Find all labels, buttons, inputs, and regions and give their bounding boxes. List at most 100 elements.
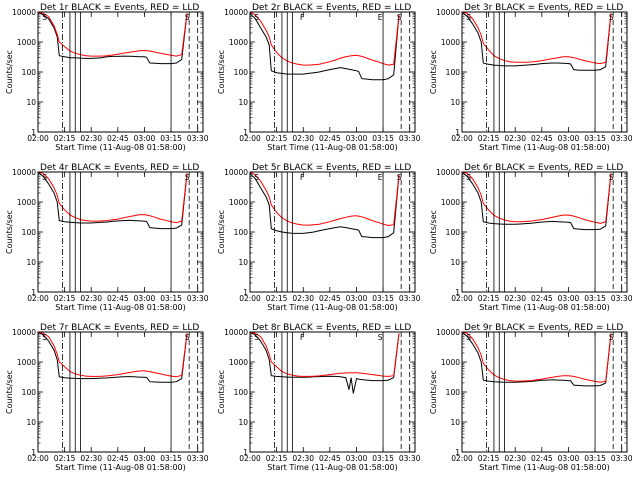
x-tick-label: 03:00: [558, 294, 580, 303]
series-group: [462, 332, 612, 387]
x-tick-label: 02:45: [107, 294, 129, 303]
x-tick-label: 03:15: [372, 134, 394, 143]
x-tick-label: 02:15: [478, 134, 500, 143]
x-tick-label: 02:00: [239, 294, 261, 303]
series-line-events: [462, 12, 612, 71]
y-tick-label: 100: [446, 228, 461, 237]
series-line-lld: [38, 172, 188, 224]
x-tick-label: 03:00: [134, 294, 156, 303]
series-group: [250, 332, 400, 394]
x-axis-label: Start Time (11-Aug-08 01:58:00): [479, 463, 610, 472]
series-group: [250, 172, 400, 239]
y-tick-label: 10000: [224, 328, 248, 337]
x-axis-label: Start Time (11-Aug-08 01:58:00): [55, 143, 186, 152]
x-tick-label: 03:00: [134, 454, 156, 463]
x-axis-label: Start Time (11-Aug-08 01:58:00): [479, 303, 610, 312]
x-tick-label: 02:15: [478, 454, 500, 463]
y-tick-label: 10: [26, 258, 36, 267]
y-tick-label: 100: [22, 388, 37, 397]
flag-marker: S: [466, 173, 471, 182]
x-tick-label: 03:15: [160, 134, 182, 143]
x-tick-label: 02:00: [27, 294, 49, 303]
x-tick-label: 03:00: [346, 134, 368, 143]
flag-marker: S: [609, 173, 614, 182]
x-tick-label: 03:30: [399, 134, 421, 143]
x-tick-label: 02:00: [451, 454, 473, 463]
x-tick-label: 02:15: [54, 454, 76, 463]
x-tick-label: 02:30: [292, 294, 314, 303]
panel-title: Det 8r BLACK = Events, RED = LLD: [252, 323, 411, 333]
x-tick-label: 02:45: [319, 134, 341, 143]
panel-title: Det 4r BLACK = Events, RED = LLD: [40, 163, 199, 173]
y-tick-label: 10: [450, 98, 460, 107]
y-tick-label: 1000: [229, 198, 248, 207]
y-tick-label: 1: [31, 288, 36, 297]
y-axis-label: Counts/sec: [429, 50, 438, 94]
series-line-events: [250, 173, 400, 239]
x-tick-label: 03:15: [372, 294, 394, 303]
y-axis-label: Counts/sec: [5, 370, 14, 414]
y-tick-label: 1000: [441, 198, 460, 207]
y-tick-label: 10: [238, 258, 248, 267]
y-tick-label: 10000: [224, 168, 248, 177]
y-tick-label: 10: [26, 418, 36, 427]
x-tick-label: 03:30: [187, 454, 209, 463]
series-group: [38, 332, 188, 383]
x-tick-label: 02:45: [531, 134, 553, 143]
x-tick-label: 03:15: [160, 294, 182, 303]
x-tick-label: 02:15: [266, 294, 288, 303]
x-tick-label: 02:15: [54, 294, 76, 303]
flag-marker: S: [185, 333, 190, 342]
y-tick-label: 100: [22, 68, 37, 77]
panel-title: Det 6r BLACK = Events, RED = LLD: [464, 163, 623, 173]
series-line-lld: [250, 332, 400, 377]
flag-marker: S: [185, 173, 190, 182]
series-line-lld: [462, 332, 612, 383]
flag-marker: E: [378, 173, 383, 182]
series-line-events: [462, 172, 612, 231]
series-line-events: [38, 172, 188, 230]
panel-title: Det 7r BLACK = Events, RED = LLD: [40, 323, 199, 333]
y-tick-label: 10000: [12, 168, 36, 177]
x-tick-label: 02:15: [266, 454, 288, 463]
x-tick-label: 02:30: [504, 134, 526, 143]
y-tick-label: 1: [243, 448, 248, 457]
y-tick-label: 1: [455, 448, 460, 457]
series-line-lld: [38, 12, 188, 57]
flag-marker: S: [397, 173, 402, 182]
y-tick-label: 1000: [229, 38, 248, 47]
series-line-lld: [462, 12, 612, 65]
x-tick-label: 02:15: [54, 134, 76, 143]
x-tick-label: 02:00: [239, 454, 261, 463]
x-tick-label: 02:30: [80, 134, 102, 143]
x-tick-label: 02:00: [239, 134, 261, 143]
y-tick-label: 100: [446, 68, 461, 77]
panel-title: Det 5r BLACK = Events, RED = LLD: [252, 163, 411, 173]
y-axis-label: Counts/sec: [5, 210, 14, 254]
flag-marker: S: [609, 333, 614, 342]
flag-marker: S: [466, 333, 471, 342]
y-tick-label: 10: [238, 98, 248, 107]
y-tick-label: 10000: [436, 328, 460, 337]
series-line-events: [38, 12, 188, 65]
x-tick-label: 02:00: [27, 454, 49, 463]
y-tick-label: 1000: [17, 358, 36, 367]
series-line-lld: [250, 12, 400, 66]
series-line-events: [250, 332, 400, 394]
y-tick-label: 1: [31, 448, 36, 457]
x-tick-label: 03:30: [611, 454, 633, 463]
y-tick-label: 100: [446, 388, 461, 397]
x-axis-label: Start Time (11-Aug-08 01:58:00): [267, 463, 398, 472]
x-tick-label: 02:30: [292, 454, 314, 463]
x-tick-label: 03:15: [584, 294, 606, 303]
series-line-lld: [250, 172, 400, 227]
x-tick-label: 03:00: [134, 134, 156, 143]
x-axis-label: Start Time (11-Aug-08 01:58:00): [55, 463, 186, 472]
x-tick-label: 03:30: [187, 294, 209, 303]
y-tick-label: 10: [450, 258, 460, 267]
